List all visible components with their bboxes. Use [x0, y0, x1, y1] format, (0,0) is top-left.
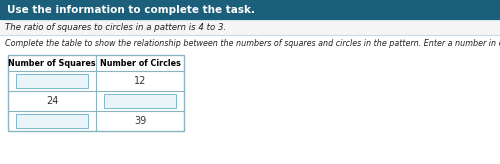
Text: 39: 39: [134, 116, 146, 126]
Text: Use the information to complete the task.: Use the information to complete the task…: [7, 5, 255, 15]
Bar: [0, 20, 500, 35]
Bar: [8, 55, 184, 131]
Text: Complete the table to show the relationship between the numbers of squares and c: Complete the table to show the relations…: [5, 40, 500, 49]
Bar: [0, 35, 500, 164]
Bar: [0, 0, 500, 20]
Text: 24: 24: [46, 96, 58, 106]
Bar: [16, 74, 88, 88]
Text: The ratio of squares to circles in a pattern is 4 to 3.: The ratio of squares to circles in a pat…: [5, 23, 226, 32]
Text: Number of Circles: Number of Circles: [100, 59, 180, 68]
Text: Number of Squares: Number of Squares: [8, 59, 96, 68]
Text: 12: 12: [134, 76, 146, 86]
Bar: [104, 94, 176, 108]
Bar: [16, 114, 88, 128]
